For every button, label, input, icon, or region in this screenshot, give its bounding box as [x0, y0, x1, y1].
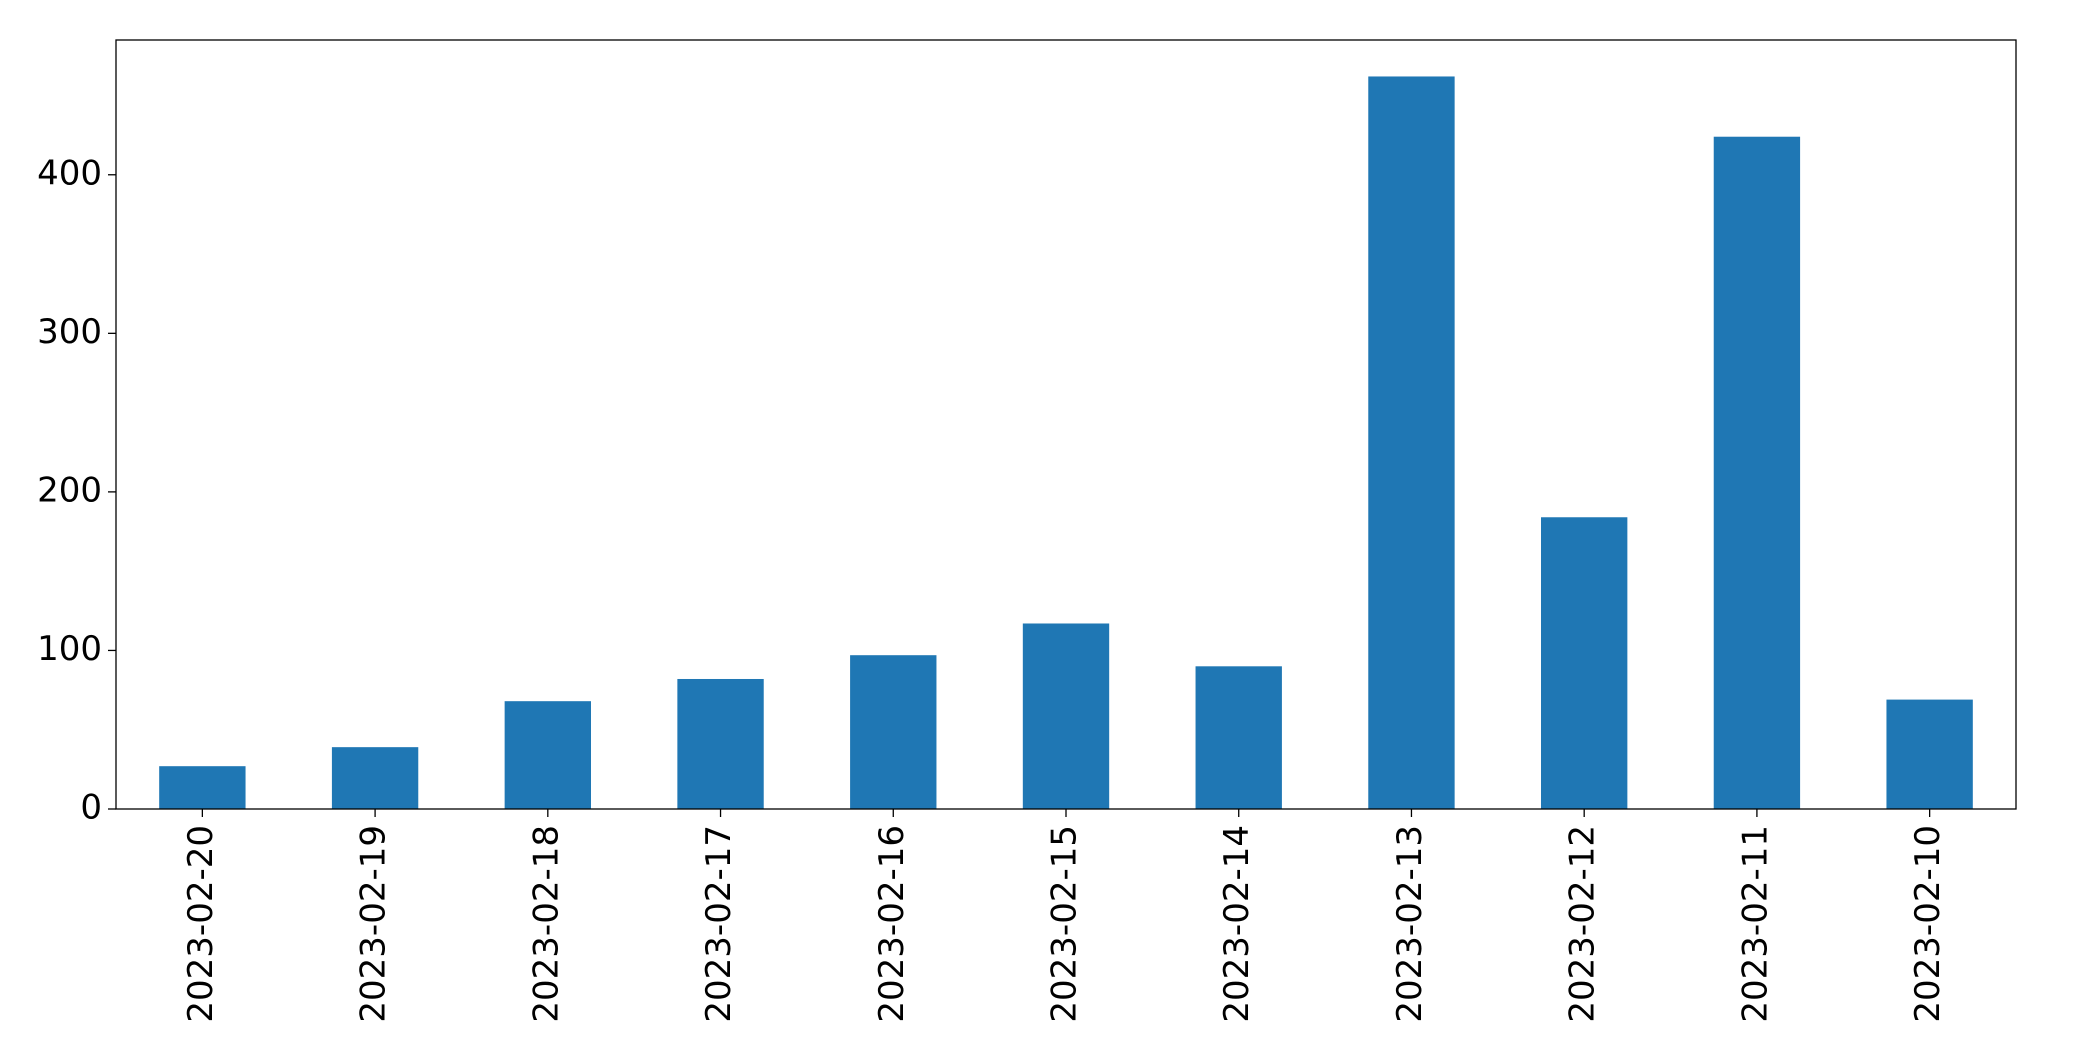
y-tick-label: 400	[37, 153, 102, 193]
x-tick-label: 2023-02-13	[1390, 825, 1430, 1023]
bar	[1022, 623, 1110, 809]
y-tick-label: 0	[80, 788, 102, 828]
bar	[1195, 666, 1282, 809]
x-tick-label: 2023-02-14	[1217, 825, 1257, 1023]
x-tick-label: 2023-02-20	[181, 825, 221, 1023]
bar	[850, 655, 937, 809]
bar	[1368, 76, 1455, 810]
x-tick-label: 2023-02-11	[1735, 825, 1775, 1023]
bar	[677, 678, 764, 809]
y-tick-label: 100	[37, 629, 102, 669]
x-tick-label: 2023-02-16	[872, 825, 912, 1023]
y-tick-label: 300	[37, 312, 102, 352]
y-tick-label: 200	[37, 470, 102, 510]
bar	[1886, 699, 1973, 809]
bar	[504, 701, 591, 809]
x-tick-label: 2023-02-15	[1045, 825, 1085, 1023]
bar	[159, 766, 246, 809]
x-tick-label: 2023-02-18	[526, 825, 566, 1023]
plot-frame	[115, 39, 2017, 810]
bar	[1713, 136, 1801, 809]
x-tick-label: 2023-02-17	[699, 825, 739, 1023]
x-tick-label: 2023-02-19	[354, 825, 394, 1023]
bar	[331, 747, 419, 809]
x-tick-label: 2023-02-10	[1908, 825, 1948, 1023]
x-tick-label: 2023-02-12	[1563, 825, 1603, 1023]
bar	[1541, 517, 1628, 809]
